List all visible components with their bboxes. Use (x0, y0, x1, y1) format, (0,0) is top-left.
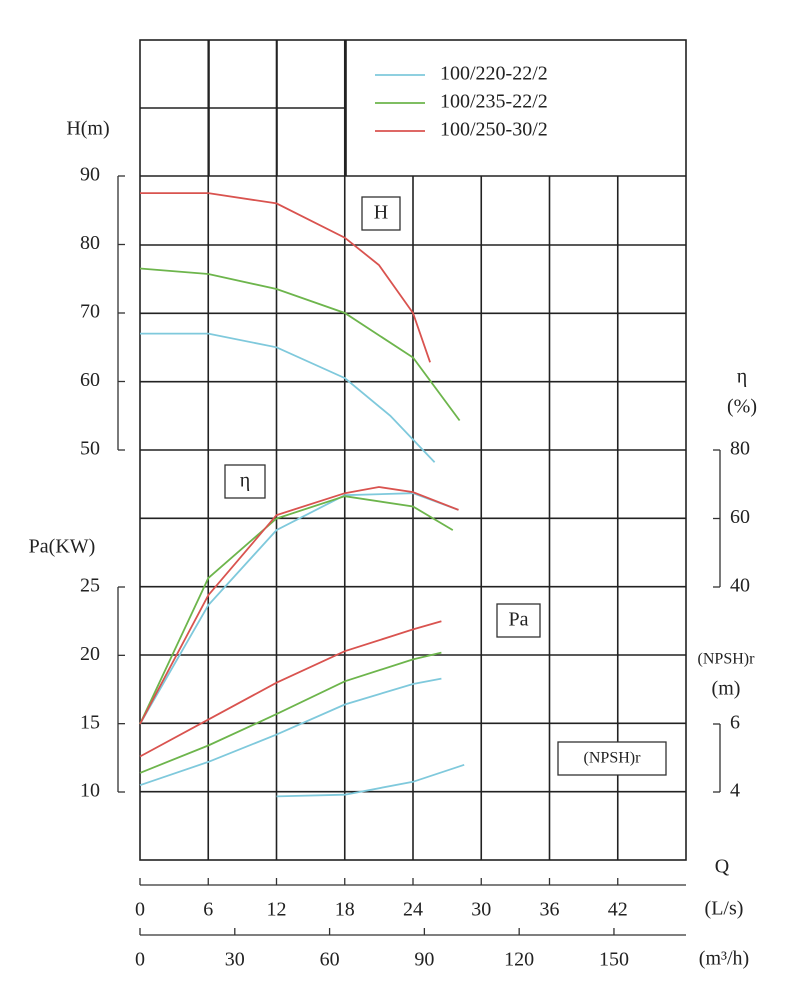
curve (139, 495, 454, 725)
curve (139, 492, 459, 725)
curve-label-box (224, 464, 266, 499)
x2-tick-label: 150 (599, 949, 629, 971)
x-tick-label: 0 (135, 899, 145, 921)
curve (139, 651, 442, 774)
curve-label-box (361, 196, 401, 231)
y-tick-label: 50 (80, 438, 100, 460)
x2-tick-label: 60 (320, 949, 340, 971)
y-tick-label: 10 (80, 780, 100, 802)
y-tick-label: 80 (80, 232, 100, 254)
x2-tick-label: 0 (135, 949, 145, 971)
x-tick-label: 42 (608, 899, 628, 921)
curve (140, 192, 431, 363)
x-tick-label: 18 (335, 899, 355, 921)
curve-label: H (374, 202, 388, 224)
y-tick-label: 20 (80, 643, 100, 665)
y-tick-label: 60 (730, 506, 750, 528)
x-tick-label: 36 (540, 899, 560, 921)
curve-label-box (557, 741, 667, 776)
curve (139, 486, 459, 725)
y-axis-label: (NPSH)r (698, 651, 756, 668)
x2-tick-label: 30 (225, 949, 245, 971)
legend-label: 100/235-22/2 (440, 91, 548, 113)
curve (276, 763, 465, 798)
x-tick-label: 24 (403, 899, 423, 921)
curve-label: η (240, 470, 250, 492)
y-axis-unit: (m) (712, 678, 741, 700)
y-tick-label: 25 (80, 575, 100, 597)
curve (139, 267, 461, 422)
y-tick-label: 60 (80, 369, 100, 391)
curve (139, 677, 442, 787)
y-axis-label: Pa(KW) (29, 536, 96, 558)
y-axis-label: H(m) (66, 118, 109, 140)
y-axis-label: η (737, 366, 747, 388)
legend-label: 100/250-30/2 (440, 119, 548, 141)
curve (139, 620, 442, 758)
y-tick-label: 70 (80, 301, 100, 323)
curve-label-box (496, 603, 541, 638)
y-tick-label: 80 (730, 438, 750, 460)
x-tick-label: 12 (267, 899, 287, 921)
x-axis-label: Q (715, 856, 730, 878)
curve-label: Pa (509, 609, 529, 631)
x-axis-unit: (L/s) (705, 898, 744, 920)
x2-tick-label: 120 (504, 949, 534, 971)
y-tick-label: 90 (80, 164, 100, 186)
y-axis-unit: (%) (727, 396, 757, 418)
y-tick-label: 40 (730, 575, 750, 597)
curve-label: (NPSH)r (584, 750, 642, 767)
x-tick-label: 30 (471, 899, 491, 921)
x-tick-label: 6 (203, 899, 213, 921)
y-tick-label: 4 (730, 780, 740, 802)
x2-tick-label: 90 (414, 949, 434, 971)
x2-axis-unit: (m³/h) (699, 948, 749, 970)
y-tick-label: 6 (730, 712, 740, 734)
legend-label: 100/220-22/2 (440, 63, 548, 85)
y-tick-label: 15 (80, 711, 100, 733)
curve (140, 332, 436, 463)
